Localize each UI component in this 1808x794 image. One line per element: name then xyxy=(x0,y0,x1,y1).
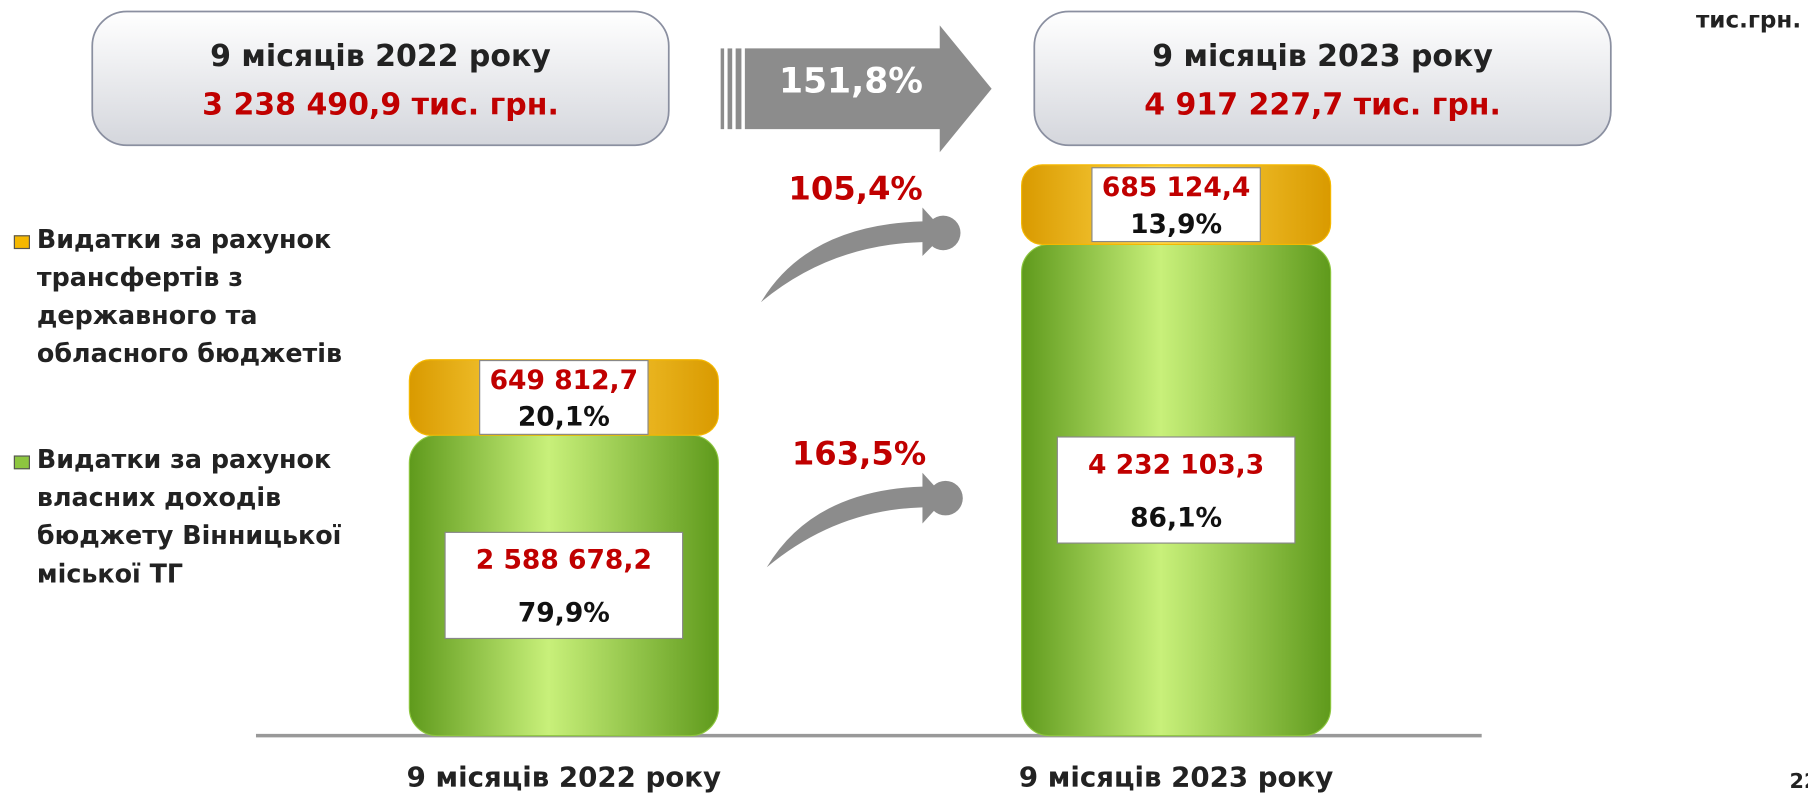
header-total: 3 238 490,9 тис. грн. xyxy=(202,88,559,123)
label-box xyxy=(444,531,684,640)
growth-label: 105,4% xyxy=(788,169,922,207)
value-label: 685 124,4 xyxy=(1102,172,1250,203)
unit-label: тис.грн. xyxy=(1696,7,1801,33)
label-box xyxy=(479,359,649,435)
arrow-dot xyxy=(928,480,963,516)
header-box xyxy=(1033,10,1612,147)
header-box xyxy=(91,10,670,147)
total-growth: 151,8% xyxy=(779,62,923,102)
arrow-dot xyxy=(925,215,961,251)
legend-label: Видатки за рахунок трансфертів з державн… xyxy=(36,225,343,369)
share-label: 13,9% xyxy=(1130,209,1222,240)
x-tick-label: 9 місяців 2023 року xyxy=(1019,760,1333,793)
share-label: 20,1% xyxy=(518,402,610,433)
share-label: 79,9% xyxy=(518,598,610,629)
header-period: 9 місяців 2023 року xyxy=(1152,39,1493,74)
curve-arrow xyxy=(761,207,946,303)
legend-marker xyxy=(13,455,30,470)
legend-marker xyxy=(13,235,30,250)
value-label: 2 588 678,2 xyxy=(476,545,652,576)
value-label: 4 232 103,3 xyxy=(1088,449,1264,480)
header-period: 9 місяців 2022 року xyxy=(210,39,551,74)
x-tick-label: 9 місяців 2022 року xyxy=(407,760,721,793)
label-box xyxy=(1056,436,1296,544)
label-box xyxy=(1091,167,1261,243)
growth-label: 163,5% xyxy=(792,434,926,472)
page-number: 22 xyxy=(1790,769,1808,793)
legend-label: Видатки за рахунок власних доходів бюдже… xyxy=(36,446,342,590)
value-label: 649 812,7 xyxy=(490,365,638,396)
curve-arrow xyxy=(766,472,946,568)
share-label: 86,1% xyxy=(1130,502,1222,533)
growth-arrow xyxy=(720,25,992,153)
header-total: 4 917 227,7 тис. грн. xyxy=(1144,88,1501,123)
